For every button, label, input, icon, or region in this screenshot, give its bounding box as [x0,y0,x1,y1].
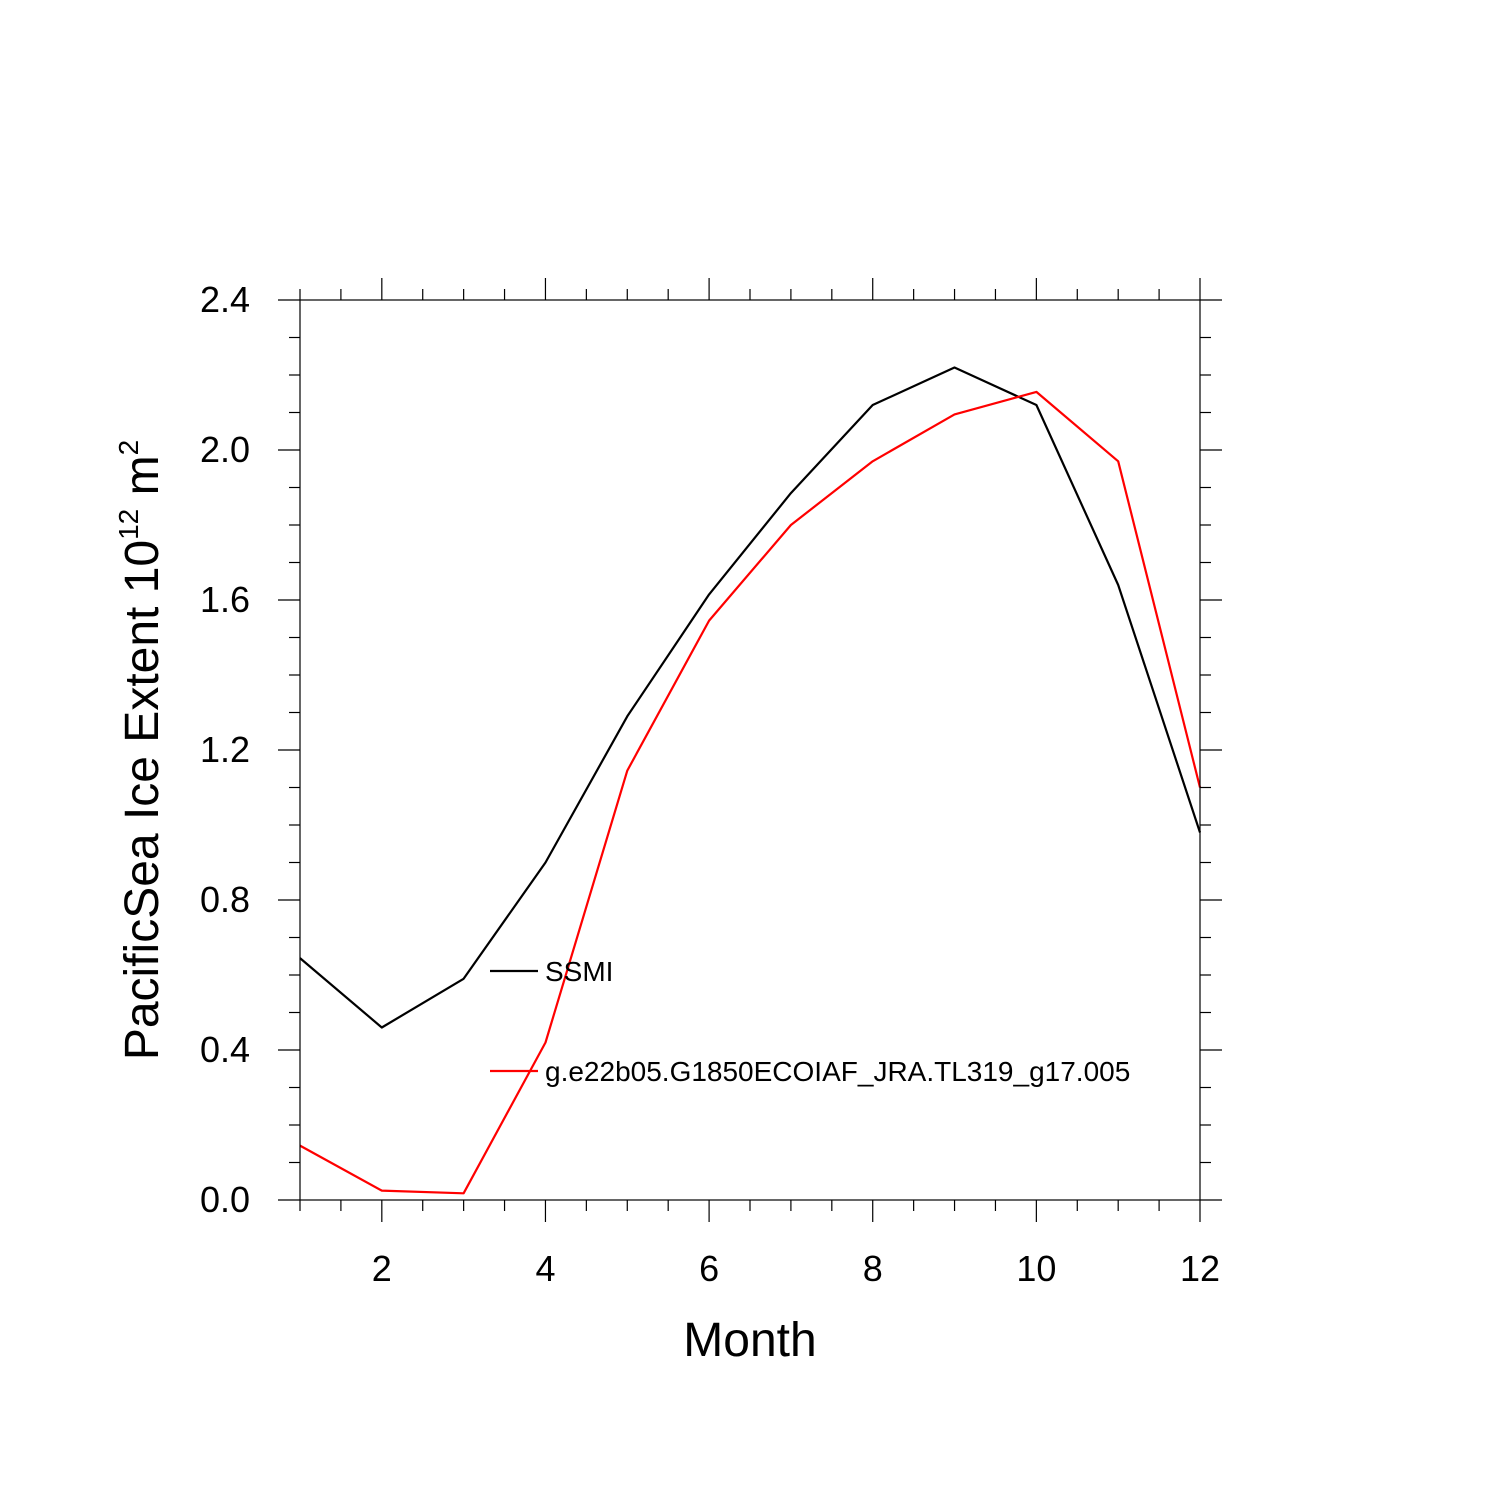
x-tick-label: 8 [863,1248,883,1289]
x-tick-label: 4 [535,1248,555,1289]
y-axis-title-unit: m [116,455,169,508]
legend-label: g.e22b05.G1850ECOIAF_JRA.TL319_g17.005 [545,1056,1130,1087]
x-tick-label: 10 [1016,1248,1056,1289]
data-lines [299,366,1202,1195]
y-tick-label: 0.8 [200,879,250,920]
y-axis-title-unit-exponent: 2 [113,440,144,456]
series-line-ssmi [299,366,1202,1029]
y-axis-title-exponent: 12 [113,509,144,540]
y-axis-title-base: PacificSea Ice Extent 10 [116,540,169,1060]
y-tick-label: 1.2 [200,729,250,770]
y-tick-label: 2.4 [200,279,250,320]
legend-label: SSMI [545,956,613,987]
tick-marks [278,278,1222,1222]
x-tick-label: 6 [699,1248,719,1289]
y-tick-label: 2.0 [200,429,250,470]
x-tick-label: 12 [1180,1248,1220,1289]
legend: SSMI g.e22b05.G1850ECOIAF_JRA.TL319_g17.0… [490,956,1130,1087]
y-tick-label: 1.6 [200,579,250,620]
svg-text:PacificSea Ice Extent 1012 m2: PacificSea Ice Extent 1012 m2 [113,440,169,1060]
y-axis-title: PacificSea Ice Extent 1012 m2 [113,440,169,1060]
x-tick-label: 2 [372,1248,392,1289]
y-tick-label: 0.0 [200,1179,250,1220]
x-axis-title: Month [683,1314,816,1367]
series-line-model [299,390,1202,1195]
tick-labels: 2 4 6 8 10 12 0.0 0.4 0.8 1.2 1.6 2.0 2.4 [200,279,1220,1289]
y-tick-label: 0.4 [200,1029,250,1070]
